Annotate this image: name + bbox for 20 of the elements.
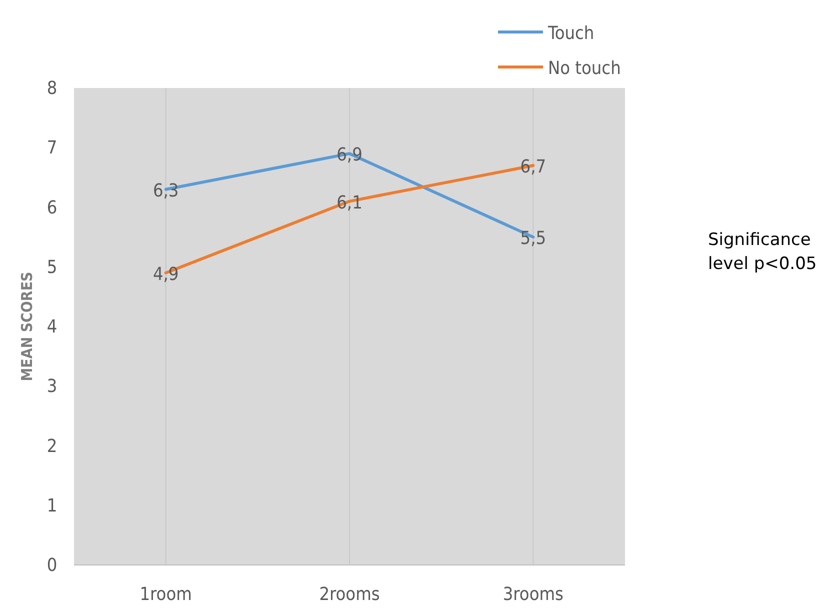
y-tick-label: 0 xyxy=(46,555,58,576)
data-label: 6,7 xyxy=(520,156,546,178)
y-tick-label: 4 xyxy=(46,316,58,338)
data-label: 4,9 xyxy=(152,264,179,285)
x-tick-label: 2rooms xyxy=(319,584,380,605)
y-tick-label: 8 xyxy=(46,78,58,99)
text: Significance level p<0.05 xyxy=(708,230,817,274)
legend-label: Touch xyxy=(547,23,594,44)
y-tick-label: 3 xyxy=(46,376,58,398)
y-axis-title: MEAN SCORES xyxy=(18,272,36,382)
data-label: 6,3 xyxy=(152,180,179,202)
y-tick-label: 1 xyxy=(46,495,58,516)
y-tick-label: 6 xyxy=(46,197,58,218)
x-tick-label: 1room xyxy=(140,584,192,605)
y-tick-label: 7 xyxy=(46,138,58,159)
y-tick-label: 2 xyxy=(46,436,58,457)
y-tick-label: 5 xyxy=(46,256,58,278)
legend-label: No touch xyxy=(548,58,621,79)
data-label: 5,5 xyxy=(520,228,546,250)
x-tick-label: 3rooms xyxy=(502,584,564,605)
